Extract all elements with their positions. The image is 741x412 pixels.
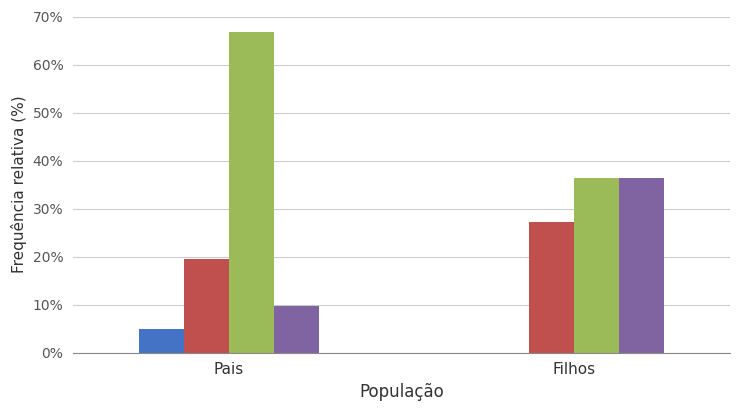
Y-axis label: Frequência relativa (%): Frequência relativa (%) <box>11 96 27 274</box>
Bar <box>184 260 229 353</box>
Bar <box>229 33 273 353</box>
Bar <box>529 222 574 353</box>
Bar <box>139 329 184 353</box>
Bar <box>273 306 319 353</box>
X-axis label: População: População <box>359 383 444 401</box>
Bar <box>619 178 664 353</box>
Bar <box>574 178 619 353</box>
